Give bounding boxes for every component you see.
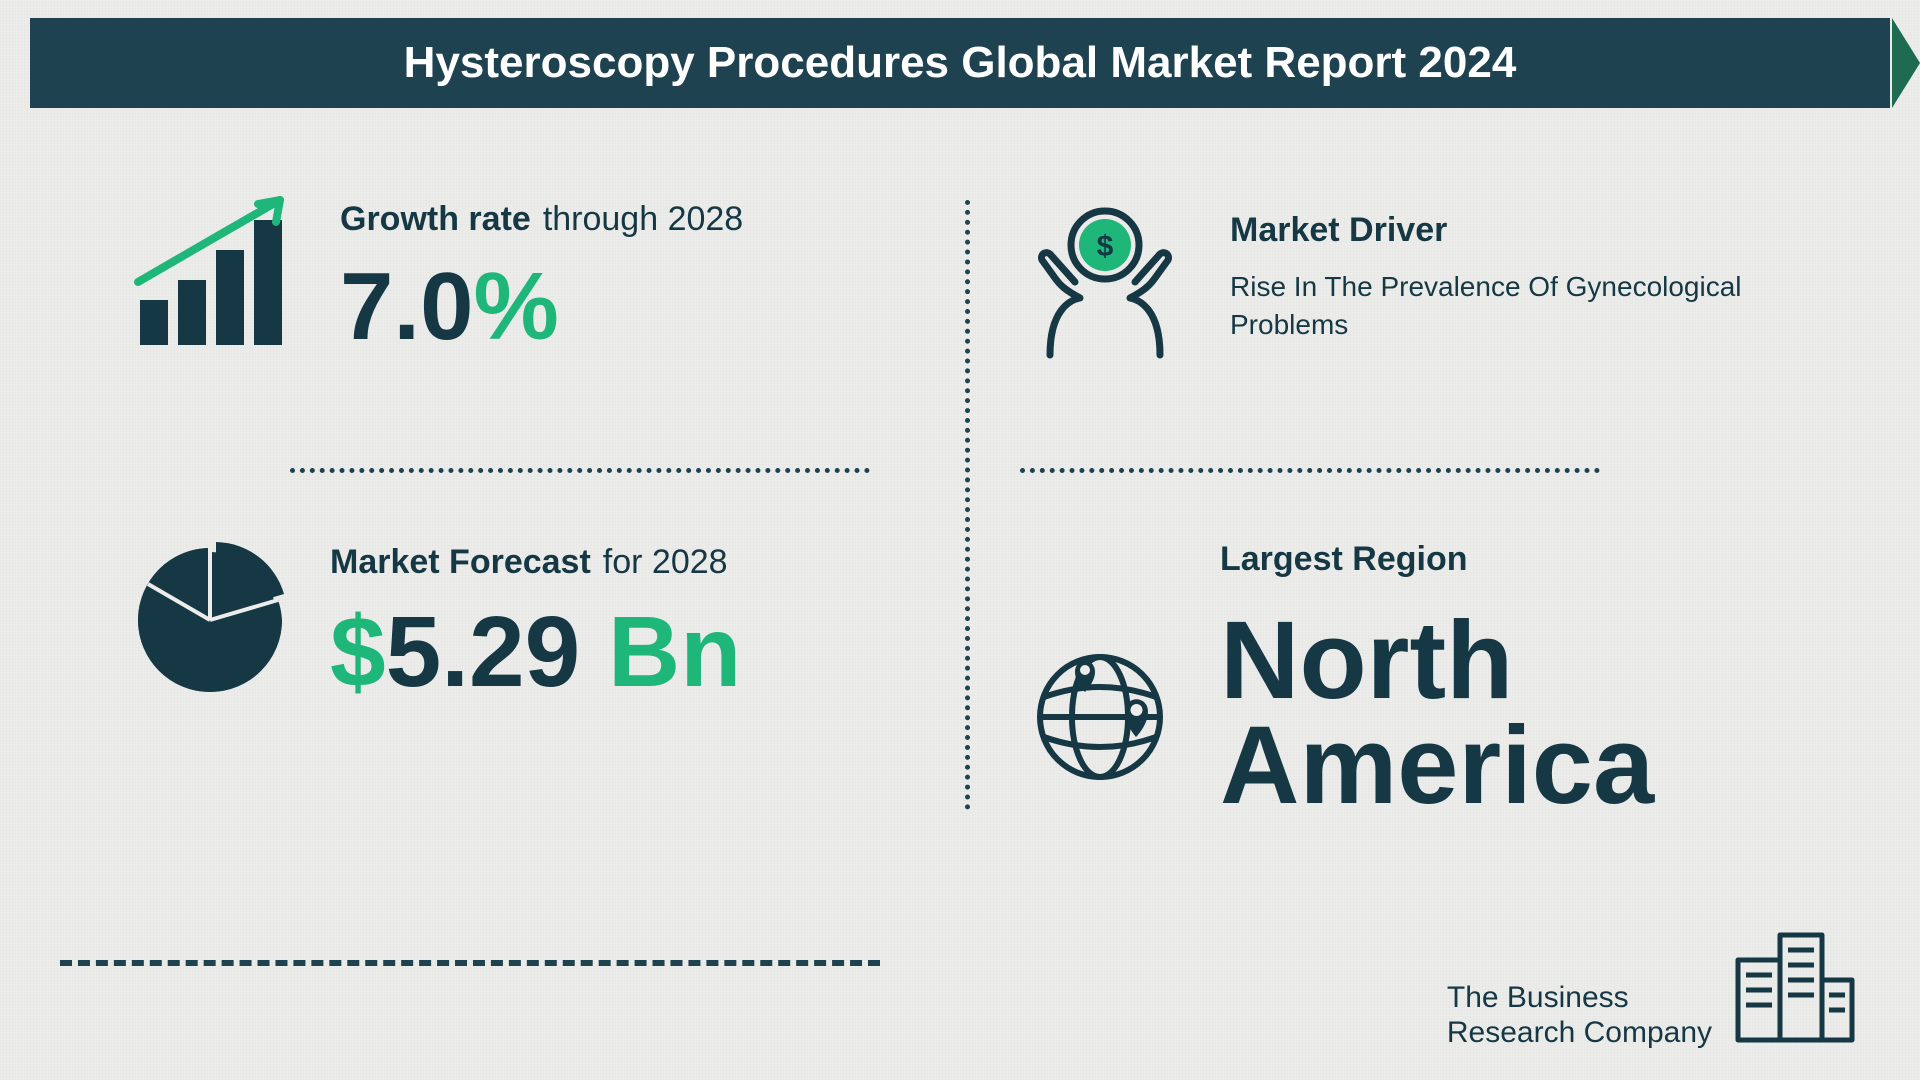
forecast-label-strong: Market Forecast: [330, 543, 591, 582]
globe-pins-icon: [1020, 627, 1180, 792]
forecast-panel: Market Forecast for 2028 $5.29 Bn: [130, 540, 890, 705]
growth-label-rest: through 2028: [543, 200, 743, 239]
driver-panel: $ Market Driver Rise In The Prevalence O…: [1020, 190, 1780, 365]
buildings-icon: [1730, 925, 1860, 1050]
forecast-value: $5.29 Bn: [330, 602, 890, 702]
money-hands-icon: $: [1020, 190, 1190, 365]
corner-accent: [1892, 18, 1920, 108]
region-value-line1: North: [1220, 609, 1780, 714]
forecast-label-rest: for 2028: [603, 543, 728, 582]
header-bar: Hysteroscopy Procedures Global Market Re…: [30, 18, 1890, 108]
logo-line2: Research Company: [1447, 1016, 1712, 1051]
growth-label-strong: Growth rate: [340, 200, 531, 239]
forecast-unit: Bn: [580, 596, 741, 708]
driver-description: Rise In The Prevalence Of Gynecological …: [1230, 268, 1750, 344]
region-value-line2: America: [1220, 714, 1780, 819]
svg-text:$: $: [1097, 230, 1114, 263]
pie-chart-icon: [130, 540, 290, 705]
region-label: Largest Region: [1220, 540, 1780, 579]
growth-panel: Growth rate through 2028 7.0%: [130, 190, 890, 365]
driver-label-strong: Market Driver: [1230, 211, 1447, 250]
growth-label: Growth rate through 2028: [340, 200, 890, 239]
company-logo: The Business Research Company: [1447, 925, 1860, 1050]
growth-value-unit: %: [473, 253, 558, 360]
growth-value-number: 7.0: [340, 253, 473, 360]
page-title: Hysteroscopy Procedures Global Market Re…: [404, 38, 1517, 88]
dash-divider-bottom: [60, 960, 880, 966]
logo-line1: The Business: [1447, 981, 1712, 1016]
dots-divider-left: [290, 468, 870, 473]
dots-divider-right: [1020, 468, 1600, 473]
forecast-number: 5.29: [386, 596, 581, 708]
region-panel: Largest Region North America: [1020, 540, 1780, 818]
forecast-label: Market Forecast for 2028: [330, 543, 890, 582]
bar-growth-icon: [130, 190, 300, 365]
dots-divider-vertical: [965, 200, 970, 810]
forecast-currency: $: [330, 596, 386, 708]
driver-label: Market Driver: [1230, 211, 1780, 250]
region-value: North America: [1220, 609, 1780, 818]
growth-value: 7.0%: [340, 259, 890, 355]
region-label-strong: Largest Region: [1220, 540, 1467, 579]
